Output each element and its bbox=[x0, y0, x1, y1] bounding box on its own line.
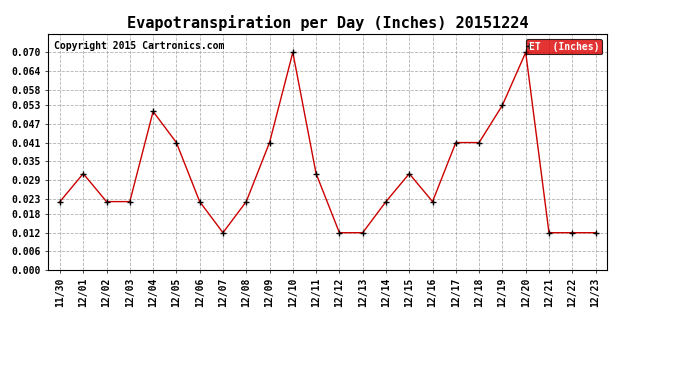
ET  (Inches) bbox=[102, 200, 110, 204]
ET  (Inches) bbox=[359, 231, 367, 235]
ET  (Inches) bbox=[498, 103, 506, 108]
ET  (Inches) bbox=[312, 171, 320, 176]
ET  (Inches) bbox=[172, 140, 181, 145]
ET  (Inches) bbox=[288, 50, 297, 55]
ET  (Inches) bbox=[452, 140, 460, 145]
Text: Copyright 2015 Cartronics.com: Copyright 2015 Cartronics.com bbox=[54, 41, 224, 51]
ET  (Inches) bbox=[242, 200, 250, 204]
ET  (Inches) bbox=[545, 231, 553, 235]
ET  (Inches) bbox=[149, 109, 157, 114]
ET  (Inches) bbox=[382, 200, 390, 204]
Line: ET  (Inches): ET (Inches) bbox=[57, 49, 599, 236]
ET  (Inches) bbox=[522, 50, 530, 55]
ET  (Inches) bbox=[428, 200, 437, 204]
ET  (Inches) bbox=[56, 200, 64, 204]
ET  (Inches) bbox=[195, 200, 204, 204]
ET  (Inches) bbox=[126, 200, 134, 204]
ET  (Inches) bbox=[335, 231, 344, 235]
Legend: ET  (Inches): ET (Inches) bbox=[526, 39, 602, 54]
ET  (Inches) bbox=[475, 140, 483, 145]
ET  (Inches) bbox=[405, 171, 413, 176]
ET  (Inches) bbox=[79, 171, 88, 176]
ET  (Inches) bbox=[219, 231, 227, 235]
ET  (Inches) bbox=[266, 140, 274, 145]
Title: Evapotranspiration per Day (Inches) 20151224: Evapotranspiration per Day (Inches) 2015… bbox=[127, 15, 529, 31]
ET  (Inches) bbox=[591, 231, 600, 235]
ET  (Inches) bbox=[568, 231, 576, 235]
